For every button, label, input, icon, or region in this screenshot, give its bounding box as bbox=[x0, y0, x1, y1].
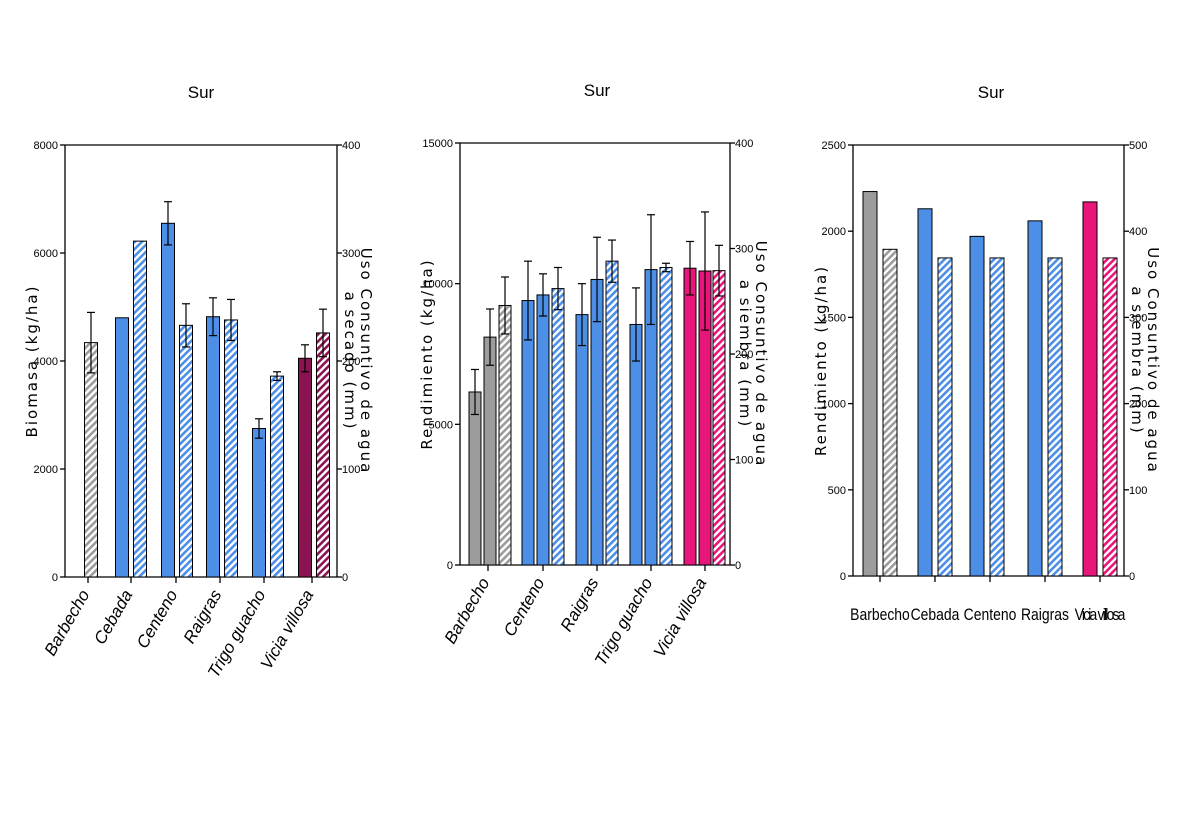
y-tick-label: 2500 bbox=[822, 140, 846, 152]
y2-axis-label-line: a secado (mm) bbox=[341, 292, 359, 431]
x-category-label: Barbecho bbox=[850, 606, 910, 625]
x-category-label: Raigras bbox=[180, 586, 226, 647]
x-category-label: Barbecho bbox=[41, 587, 94, 660]
bar-vicia-villosa bbox=[298, 357, 312, 578]
bar-centeno bbox=[536, 294, 550, 566]
y2-tick-label: 300 bbox=[342, 248, 360, 260]
bar-trigo-guacho bbox=[270, 375, 284, 578]
chart-panel-2: Sur 0 5000 10000 15000 0 100 200 300 400 Rendimien… bbox=[418, 81, 770, 669]
bar-raigras bbox=[605, 260, 619, 566]
bar-barbecho bbox=[862, 191, 878, 577]
y-tick-label: 2000 bbox=[34, 464, 58, 476]
y-tick-label: 8000 bbox=[34, 140, 58, 152]
y2-tick-label: 300 bbox=[735, 244, 753, 256]
bar-barbecho bbox=[468, 391, 482, 566]
y-tick-label: 15000 bbox=[422, 138, 453, 150]
y-tick-label: 0 bbox=[840, 571, 846, 583]
y2-tick-label: 400 bbox=[1129, 226, 1147, 238]
y2-tick-label: 500 bbox=[1129, 140, 1147, 152]
y2-tick-label: 400 bbox=[735, 138, 753, 150]
y2-axis-label-line: Uso Consuntivo de agua bbox=[752, 241, 770, 468]
bar-raigras bbox=[224, 319, 238, 578]
y-tick-label: 6000 bbox=[34, 248, 58, 260]
y2-tick-label: 100 bbox=[342, 464, 360, 476]
x-category-label: Trigo guacho bbox=[591, 575, 656, 669]
y-tick-label: 0 bbox=[52, 572, 58, 584]
y-tick-label: 500 bbox=[828, 485, 846, 497]
y2-axis-label-line: a siembra (mm) bbox=[1128, 286, 1146, 434]
x-category-label: Centeno bbox=[133, 587, 182, 652]
x-category-label: Centeno bbox=[964, 606, 1017, 625]
y-axis-label: Rendimiento (kg/ha) bbox=[812, 265, 830, 456]
chart-title: Sur bbox=[584, 81, 611, 100]
x-category-label: Centeno bbox=[500, 575, 549, 640]
bar-vicia-villosa bbox=[1082, 201, 1098, 577]
bar-centeno bbox=[969, 235, 985, 577]
y-tick-label: 10000 bbox=[422, 279, 453, 291]
chart-panel-1: Sur 0 2000 4000 6000 8000 0 100 200 300 400 Biomasa… bbox=[23, 83, 375, 681]
bar-raigras bbox=[575, 314, 589, 566]
y-tick-label: 0 bbox=[447, 560, 453, 572]
x-category-label: Raigras bbox=[557, 574, 603, 635]
y-tick-label: 2000 bbox=[822, 226, 846, 238]
bar-centeno bbox=[989, 257, 1005, 577]
y-axis-label: Biomasa (kg/ha) bbox=[23, 285, 41, 438]
bar-centeno bbox=[161, 222, 175, 578]
bar-cebada bbox=[917, 208, 933, 577]
bar-barbecho bbox=[882, 248, 898, 577]
y2-tick-label: 0 bbox=[1129, 571, 1135, 583]
chart-title: Sur bbox=[188, 83, 215, 102]
bar-raigras bbox=[1047, 257, 1063, 577]
y2-axis-label-line: Uso Consuntivo de agua bbox=[1144, 247, 1162, 474]
y-tick-label: 4000 bbox=[34, 356, 58, 368]
x-category-label: Cebada bbox=[90, 587, 136, 648]
y2-tick-label: 100 bbox=[1129, 485, 1147, 497]
x-category-label: Raigras bbox=[1021, 606, 1069, 625]
chart-panel-3: Sur 0 500 1000 1500 2000 2500 0 100 200 300 400 500 R… bbox=[812, 83, 1162, 624]
bar-barbecho bbox=[498, 304, 512, 566]
y2-tick-label: 200 bbox=[342, 356, 360, 368]
y2-axis-label-line: a siembra (mm) bbox=[736, 280, 754, 428]
bar-vicia-villosa bbox=[683, 267, 697, 566]
bar-raigras bbox=[1027, 220, 1043, 577]
y2-tick-label: 200 bbox=[735, 349, 753, 361]
bar-raigras bbox=[206, 316, 220, 578]
bar-cebada bbox=[937, 257, 953, 577]
bar-centeno bbox=[551, 288, 565, 566]
y-tick-label: 5000 bbox=[429, 419, 453, 431]
y-tick-label: 1000 bbox=[822, 399, 846, 411]
bar-vicia-villosa bbox=[316, 332, 330, 578]
bar-barbecho bbox=[84, 342, 98, 578]
x-category-label: Vicia villosa bbox=[650, 575, 711, 661]
bar-barbecho bbox=[483, 336, 497, 566]
chart-title: Sur bbox=[978, 83, 1005, 102]
x-category-label: Cebada bbox=[911, 606, 960, 625]
y2-tick-label: 300 bbox=[1129, 312, 1147, 324]
bar-trigo-guacho bbox=[252, 428, 266, 578]
y2-tick-label: 200 bbox=[1129, 399, 1147, 411]
x-category-label: Vicia villosa bbox=[1075, 606, 1126, 625]
y2-tick-label: 0 bbox=[342, 572, 348, 584]
bar-raigras bbox=[590, 278, 604, 566]
bar-trigo-guacho bbox=[659, 266, 673, 566]
bar-cebada bbox=[115, 317, 129, 578]
bar-vicia-villosa bbox=[1102, 257, 1118, 577]
y2-tick-label: 400 bbox=[342, 140, 360, 152]
y2-axis-label-line: Uso Consuntivo de agua bbox=[357, 248, 375, 475]
y-axis-label: Rendimiento (kg/ha) bbox=[418, 258, 436, 449]
bar-centeno bbox=[179, 324, 193, 578]
bar-vicia-villosa bbox=[712, 270, 726, 566]
y2-tick-label: 0 bbox=[735, 560, 741, 572]
y-tick-label: 1500 bbox=[822, 312, 846, 324]
bar-cebada bbox=[133, 240, 147, 578]
x-category-label: Barbecho bbox=[441, 575, 494, 648]
y2-tick-label: 100 bbox=[735, 455, 753, 467]
